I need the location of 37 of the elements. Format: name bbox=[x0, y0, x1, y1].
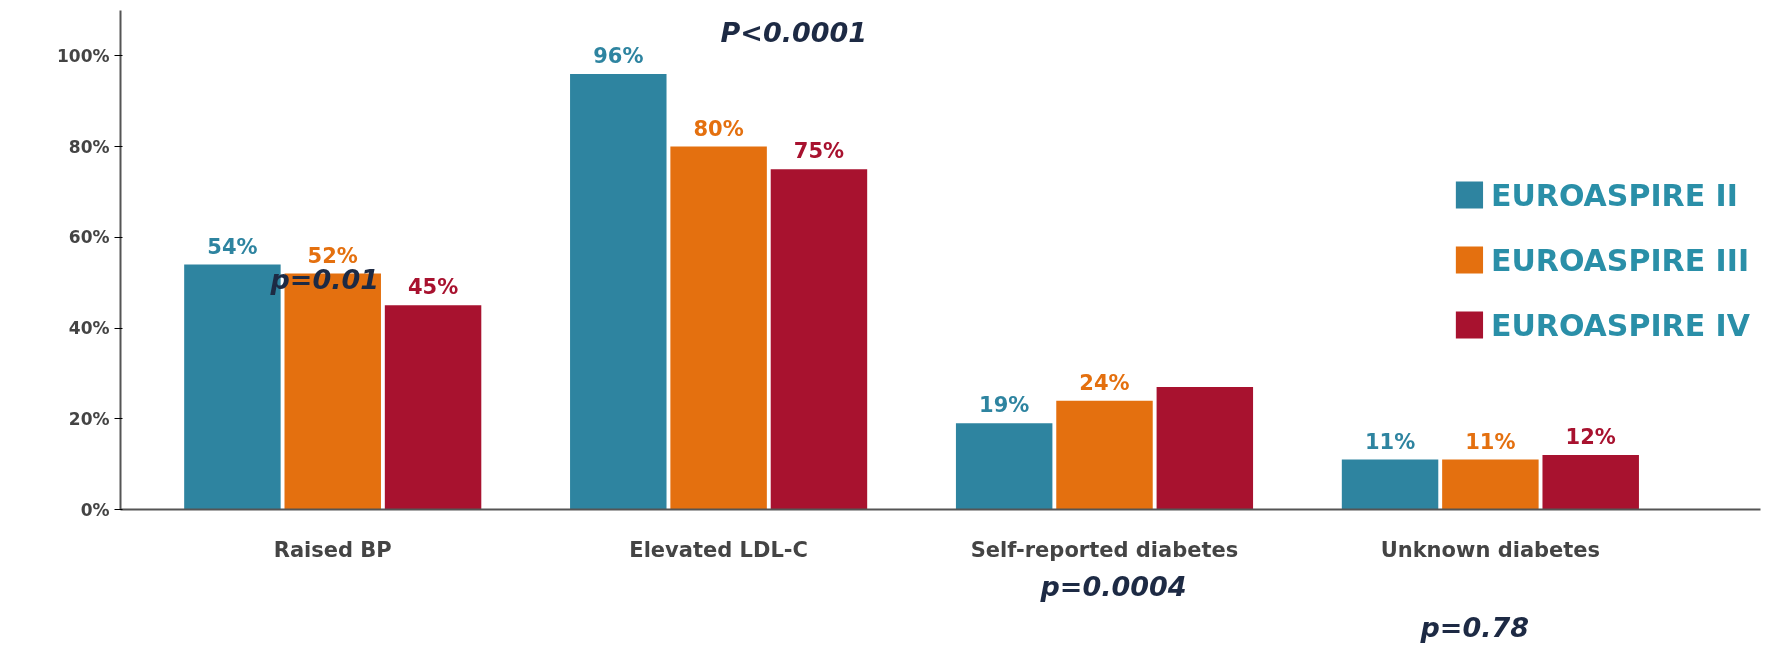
y-tick-label: 0% bbox=[80, 499, 110, 520]
x-tick-label: Self-reported diabetes bbox=[970, 537, 1239, 562]
text: p=0.0004 bbox=[1039, 570, 1187, 602]
bar bbox=[384, 305, 482, 510]
bar bbox=[670, 146, 767, 510]
bar bbox=[770, 169, 868, 510]
y-tick-label: 80% bbox=[68, 136, 110, 157]
legend-label: EUROASPIRE II bbox=[1490, 177, 1738, 212]
bar bbox=[1156, 387, 1254, 510]
data-label: 24% bbox=[1079, 370, 1130, 395]
y-tick-label: 40% bbox=[68, 318, 110, 339]
x-tick-label: Raised BP bbox=[273, 537, 392, 562]
bar bbox=[1341, 459, 1439, 510]
data-label: 11% bbox=[1465, 429, 1516, 454]
y-tick-label: 60% bbox=[68, 227, 110, 248]
y-tick-label: 100% bbox=[56, 45, 110, 66]
y-tick-label: 20% bbox=[68, 408, 110, 429]
bar bbox=[1442, 459, 1539, 510]
bar bbox=[570, 74, 667, 510]
data-label: 52% bbox=[307, 243, 358, 268]
bar bbox=[955, 423, 1053, 510]
data-label: 75% bbox=[793, 139, 845, 164]
data-label: 19% bbox=[979, 393, 1030, 418]
legend-label: EUROASPIRE III bbox=[1490, 242, 1750, 277]
x-tick-label: Unknown diabetes bbox=[1380, 537, 1601, 562]
data-label: 12% bbox=[1565, 425, 1616, 450]
legend-label: EUROASPIRE IV bbox=[1490, 307, 1750, 342]
data-label: 45% bbox=[407, 275, 459, 300]
annotation: P<0.0001 bbox=[720, 16, 868, 48]
x-tick-label: Elevated LDL-C bbox=[629, 537, 808, 562]
data-label: 11% bbox=[1364, 429, 1416, 454]
bar bbox=[1056, 400, 1153, 510]
text: p=0.78 bbox=[1419, 611, 1530, 643]
data-label: 54% bbox=[207, 234, 258, 259]
data-label: 80% bbox=[693, 116, 744, 141]
data-label: 96% bbox=[593, 44, 644, 69]
bar bbox=[1542, 455, 1639, 510]
